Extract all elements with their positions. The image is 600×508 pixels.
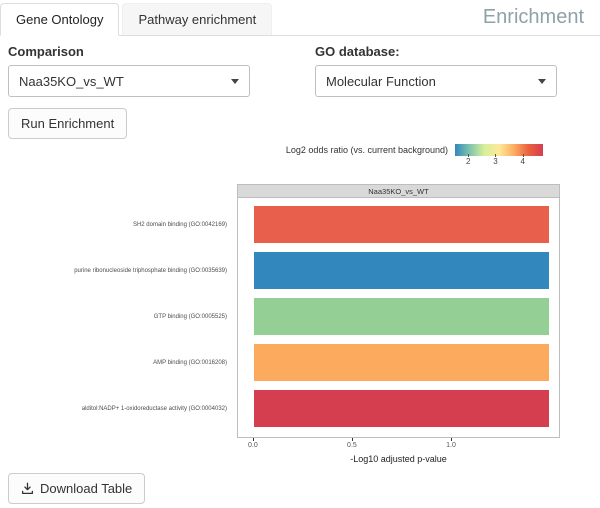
download-table-label: Download Table: [40, 481, 133, 496]
x-tick-label: 0.5: [347, 442, 357, 449]
color-legend: Log2 odds ratio (vs. current background)…: [286, 144, 543, 167]
bar: [253, 344, 550, 381]
legend-tick-label: 3: [493, 157, 498, 166]
go-database-label: GO database:: [315, 44, 400, 59]
tab-pathway-enrichment[interactable]: Pathway enrichment: [122, 3, 273, 35]
legend-tick-label: 2: [465, 157, 471, 166]
x-tick-label: 1.0: [446, 442, 456, 449]
y-axis-label: AMP binding (GO:0016208): [153, 359, 227, 366]
legend-ticks: 2 3 4: [455, 154, 543, 167]
bar-row: [238, 344, 559, 381]
comparison-group: Comparison Naa35KO_vs_WT: [8, 44, 250, 97]
legend-gradient: [455, 144, 543, 156]
bar-row: [238, 298, 559, 335]
go-database-group: GO database: Molecular Function: [315, 44, 557, 97]
y-axis-label: purine ribonucleoside triphosphate bindi…: [74, 267, 227, 274]
download-icon: [21, 482, 34, 495]
y-axis-label: GTP binding (GO:0005525): [153, 313, 227, 320]
tab-bar: Gene Ontology Pathway enrichment Enrichm…: [0, 0, 600, 36]
legend-tick: [495, 154, 497, 157]
legend-title: Log2 odds ratio (vs. current background): [285, 145, 448, 155]
facet-strip-label: Naa35KO_vs_WT: [368, 186, 429, 196]
comparison-label: Comparison: [8, 44, 84, 59]
tab-gene-ontology-label: Gene Ontology: [16, 12, 104, 27]
y-axis-label: alditol:NADP+ 1-oxidoreductase activity …: [81, 405, 227, 412]
plot-panel: Naa35KO_vs_WT: [237, 184, 560, 438]
bar: [253, 206, 550, 243]
legend-tick: [468, 154, 470, 157]
x-tick: [351, 438, 353, 441]
bar-row: [238, 252, 559, 289]
chevron-down-icon: [231, 78, 239, 84]
bar: [253, 298, 550, 335]
x-tick: [451, 438, 452, 441]
bar: [253, 252, 550, 289]
plot-area: [237, 198, 560, 438]
y-axis-label: SH2 domain binding (GO:0042169): [132, 221, 227, 228]
go-database-selected-value: Molecular Function: [326, 73, 436, 89]
legend-tick: [522, 154, 524, 157]
bar-row: [238, 206, 559, 243]
tab-pathway-enrichment-label: Pathway enrichment: [138, 12, 257, 27]
download-table-button[interactable]: Download Table: [8, 473, 146, 504]
x-tick-label: 0.0: [247, 442, 258, 449]
comparison-select[interactable]: Naa35KO_vs_WT: [8, 65, 250, 97]
tab-gene-ontology[interactable]: Gene Ontology: [0, 3, 120, 36]
enrichment-chart: Log2 odds ratio (vs. current background)…: [0, 140, 600, 480]
comparison-selected-value: Naa35KO_vs_WT: [19, 73, 124, 89]
legend-scale: 2 3 4: [455, 144, 543, 167]
run-enrichment-button[interactable]: Run Enrichment: [8, 108, 128, 139]
y-axis-labels: SH2 domain binding (GO:0042169) purine ri…: [0, 198, 231, 436]
page-title: Enrichment: [482, 6, 584, 28]
x-axis: 0.0 0.5 1.0: [237, 438, 560, 454]
legend-tick-label: 4: [520, 157, 525, 166]
bar-row: [238, 390, 559, 427]
facet-strip: Naa35KO_vs_WT: [237, 184, 560, 198]
bar: [253, 390, 550, 427]
chevron-down-icon: [538, 78, 546, 84]
go-database-select[interactable]: Molecular Function: [315, 65, 557, 97]
x-axis-title: -Log10 adjusted p-value: [350, 454, 447, 464]
x-tick: [252, 438, 254, 441]
